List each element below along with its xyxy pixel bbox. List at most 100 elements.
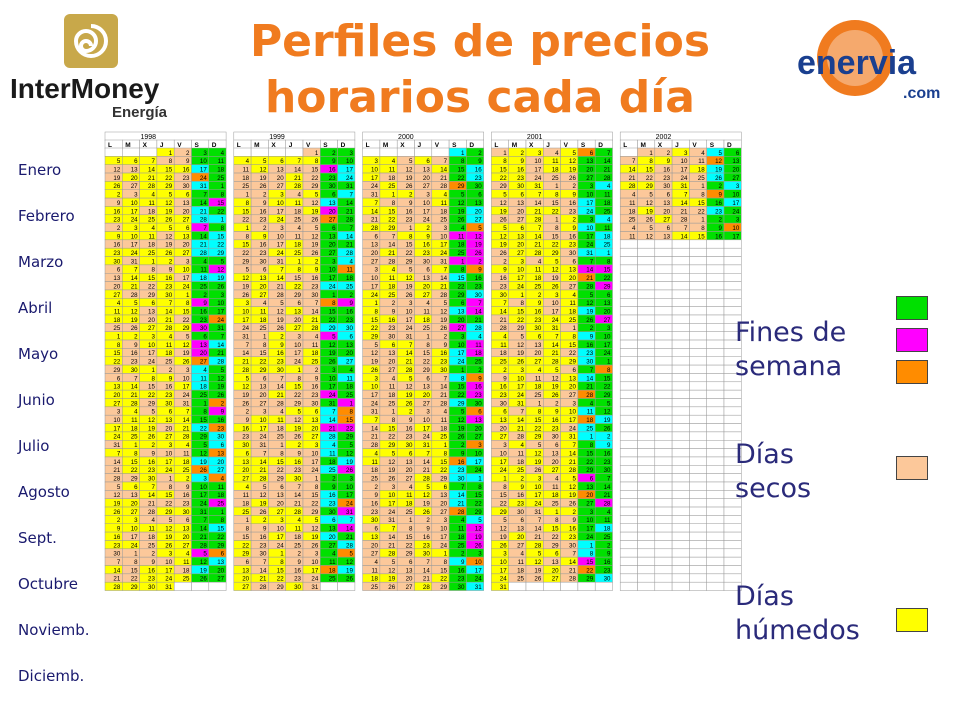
day-number: 14 <box>165 308 172 315</box>
day-cell <box>671 573 690 583</box>
day-number: 12 <box>586 300 593 307</box>
day-number: 11 <box>243 167 250 174</box>
day-number: 13 <box>440 492 447 499</box>
day-number: 1 <box>169 475 173 482</box>
day-number: 2 <box>607 434 611 441</box>
day-number: 3 <box>736 217 740 224</box>
day-number: 31 <box>131 258 138 265</box>
day-number: 2 <box>374 484 378 491</box>
day-number: 29 <box>569 359 576 366</box>
day-number: 4 <box>392 158 396 165</box>
day-number: 7 <box>246 342 250 349</box>
day-number: 29 <box>217 250 224 257</box>
day-cell <box>706 414 725 424</box>
day-number: 27 <box>200 359 207 366</box>
day-number: 3 <box>315 551 319 558</box>
day-number: 15 <box>440 459 447 466</box>
day-number: 10 <box>277 526 284 533</box>
day-number: 27 <box>663 217 670 224</box>
day-number: 31 <box>388 517 395 524</box>
day-cell <box>619 356 638 366</box>
day-number: 22 <box>277 467 284 474</box>
day-number: 17 <box>732 233 739 240</box>
day-cell <box>654 490 673 499</box>
day-number: 5 <box>649 192 653 199</box>
day-cell <box>619 323 638 332</box>
day-number: 28 <box>629 183 636 190</box>
day-number: 17 <box>732 200 739 207</box>
day-number: 29 <box>458 292 465 299</box>
day-number: 14 <box>586 267 593 274</box>
day-number: 27 <box>406 475 413 482</box>
day-number: 27 <box>423 183 430 190</box>
day-number: 29 <box>406 258 413 265</box>
day-number: 25 <box>569 317 576 324</box>
day-number: 21 <box>388 542 395 549</box>
day-number: 31 <box>500 584 507 591</box>
day-number: 12 <box>242 275 249 282</box>
day-number: 27 <box>552 467 559 474</box>
day-number: 10 <box>552 300 559 307</box>
day-number: 21 <box>440 283 447 290</box>
day-number: 2 <box>572 217 576 224</box>
day-number: 29 <box>242 258 249 265</box>
day-number: 15 <box>475 492 482 499</box>
day-number: 1 <box>246 225 250 232</box>
day-number: 12 <box>646 233 653 240</box>
day-number: 26 <box>458 217 465 224</box>
day-number: 26 <box>183 359 190 366</box>
day-number: 1 <box>151 258 155 265</box>
day-number: 11 <box>458 526 465 533</box>
day-cell <box>689 331 707 341</box>
day-cell <box>689 339 707 349</box>
day-cell <box>619 314 638 324</box>
day-number: 24 <box>681 175 688 182</box>
day-number: 13 <box>663 200 670 207</box>
day-cell <box>706 573 725 583</box>
day-number: 15 <box>646 167 653 174</box>
day-cell <box>671 473 690 483</box>
day-number: 6 <box>332 517 336 524</box>
day-number: 12 <box>311 200 318 207</box>
day-cell <box>637 423 656 433</box>
day-number: 1 <box>461 150 465 157</box>
day-number: 17 <box>371 392 378 399</box>
day-number: 24 <box>534 175 541 182</box>
day-number: 27 <box>260 400 267 407</box>
day-number: 8 <box>203 409 207 416</box>
day-number: 17 <box>131 208 138 215</box>
day-number: 19 <box>423 501 430 508</box>
day-number: 14 <box>183 417 190 424</box>
day-cell <box>671 531 690 541</box>
day-number: 22 <box>329 317 336 324</box>
day-number: 2 <box>151 442 155 449</box>
day-number: 30 <box>148 475 155 482</box>
day-number: 15 <box>552 200 559 207</box>
day-number: 29 <box>131 584 138 591</box>
day-number: 4 <box>444 192 448 199</box>
day-number: 10 <box>440 233 447 240</box>
day-number: 14 <box>423 567 430 574</box>
day-number: 4 <box>590 400 594 407</box>
day-number: 23 <box>715 208 722 215</box>
day-number: 14 <box>500 308 507 315</box>
day-cell <box>723 281 742 291</box>
day-cell <box>723 256 742 266</box>
day-cell <box>706 239 725 249</box>
day-number: 12 <box>517 342 524 349</box>
day-number: 11 <box>604 192 611 199</box>
day-number: 22 <box>604 384 611 391</box>
day-number: 2 <box>719 183 723 190</box>
day-number: 8 <box>461 158 465 165</box>
day-number: 18 <box>388 175 395 182</box>
day-number: 26 <box>569 175 576 182</box>
day-number: 15 <box>440 567 447 574</box>
day-number: 21 <box>260 467 267 474</box>
day-number: 14 <box>346 233 353 240</box>
day-cell <box>637 506 656 516</box>
day-number: 6 <box>667 192 671 199</box>
day-number: 1 <box>392 192 396 199</box>
day-number: 13 <box>329 526 336 533</box>
day-number: 4 <box>701 150 705 157</box>
day-number: 23 <box>569 534 576 541</box>
